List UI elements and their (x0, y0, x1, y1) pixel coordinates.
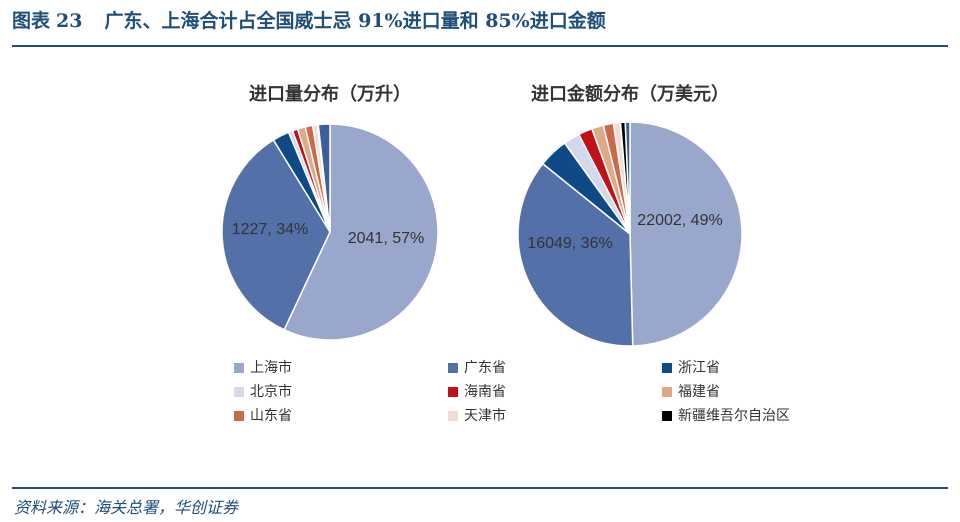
figure-title-text: 广东、上海合计占全国威士忌 91%进口量和 85%进口金额 (104, 10, 606, 32)
legend-swatch (234, 387, 244, 397)
bottom-divider (12, 487, 948, 489)
pie-slice-1-0 (629, 121, 743, 347)
legend-label: 新疆维吾尔自治区 (678, 408, 790, 424)
legend-label: 广东省 (464, 360, 506, 376)
pie-slice-0-1 (221, 138, 331, 331)
top-divider (12, 45, 948, 47)
legend-swatch (662, 387, 672, 397)
data-label-0-0: 2041, 57% (348, 230, 425, 247)
legend-label: 上海市 (250, 360, 292, 376)
figure-title: 图表 23 广东、上海合计占全国威士忌 91%进口量和 85%进口金额 (12, 6, 606, 33)
legend-item: 广东省 (448, 358, 506, 378)
legend-swatch (234, 411, 244, 421)
legend-item: 新疆维吾尔自治区 (662, 406, 790, 426)
figure-number: 23 (56, 10, 83, 32)
legend-item: 北京市 (234, 382, 292, 402)
legend-item: 天津市 (448, 406, 506, 426)
data-label-1-0: 22002, 49% (637, 212, 722, 229)
legend-item: 福建省 (662, 382, 720, 402)
legend-label: 浙江省 (678, 360, 720, 376)
legend-item: 山东省 (234, 406, 292, 426)
legend-item: 浙江省 (662, 358, 720, 378)
data-label-1-1: 16049, 36% (527, 235, 612, 252)
legend-label: 北京市 (250, 384, 292, 400)
legend-swatch (448, 363, 458, 373)
legend-swatch (448, 387, 458, 397)
figure-label: 图表 (12, 10, 51, 32)
legend-item: 海南省 (448, 382, 506, 402)
pie-slice-1-1 (517, 162, 634, 347)
legend-swatch (448, 411, 458, 421)
data-label-0-1: 1227, 34% (232, 221, 309, 238)
legend-label: 山东省 (250, 408, 292, 424)
legend-swatch (234, 363, 244, 373)
pie-slice-0-0 (283, 123, 439, 341)
legend-swatch (662, 411, 672, 421)
pie-slice-0-9 (317, 123, 331, 233)
pie-slice-1-9 (624, 121, 631, 235)
legend-label: 海南省 (464, 384, 506, 400)
source-note: 资料来源：海关总署，华创证券 (14, 498, 239, 517)
volume-chart-title: 进口量分布（万升） (249, 84, 411, 105)
legend-label: 天津市 (464, 408, 506, 424)
legend-label: 福建省 (678, 384, 720, 400)
legend-swatch (662, 363, 672, 373)
legend-item: 上海市 (234, 358, 292, 378)
value-chart-title: 进口金额分布（万美元） (531, 84, 729, 105)
